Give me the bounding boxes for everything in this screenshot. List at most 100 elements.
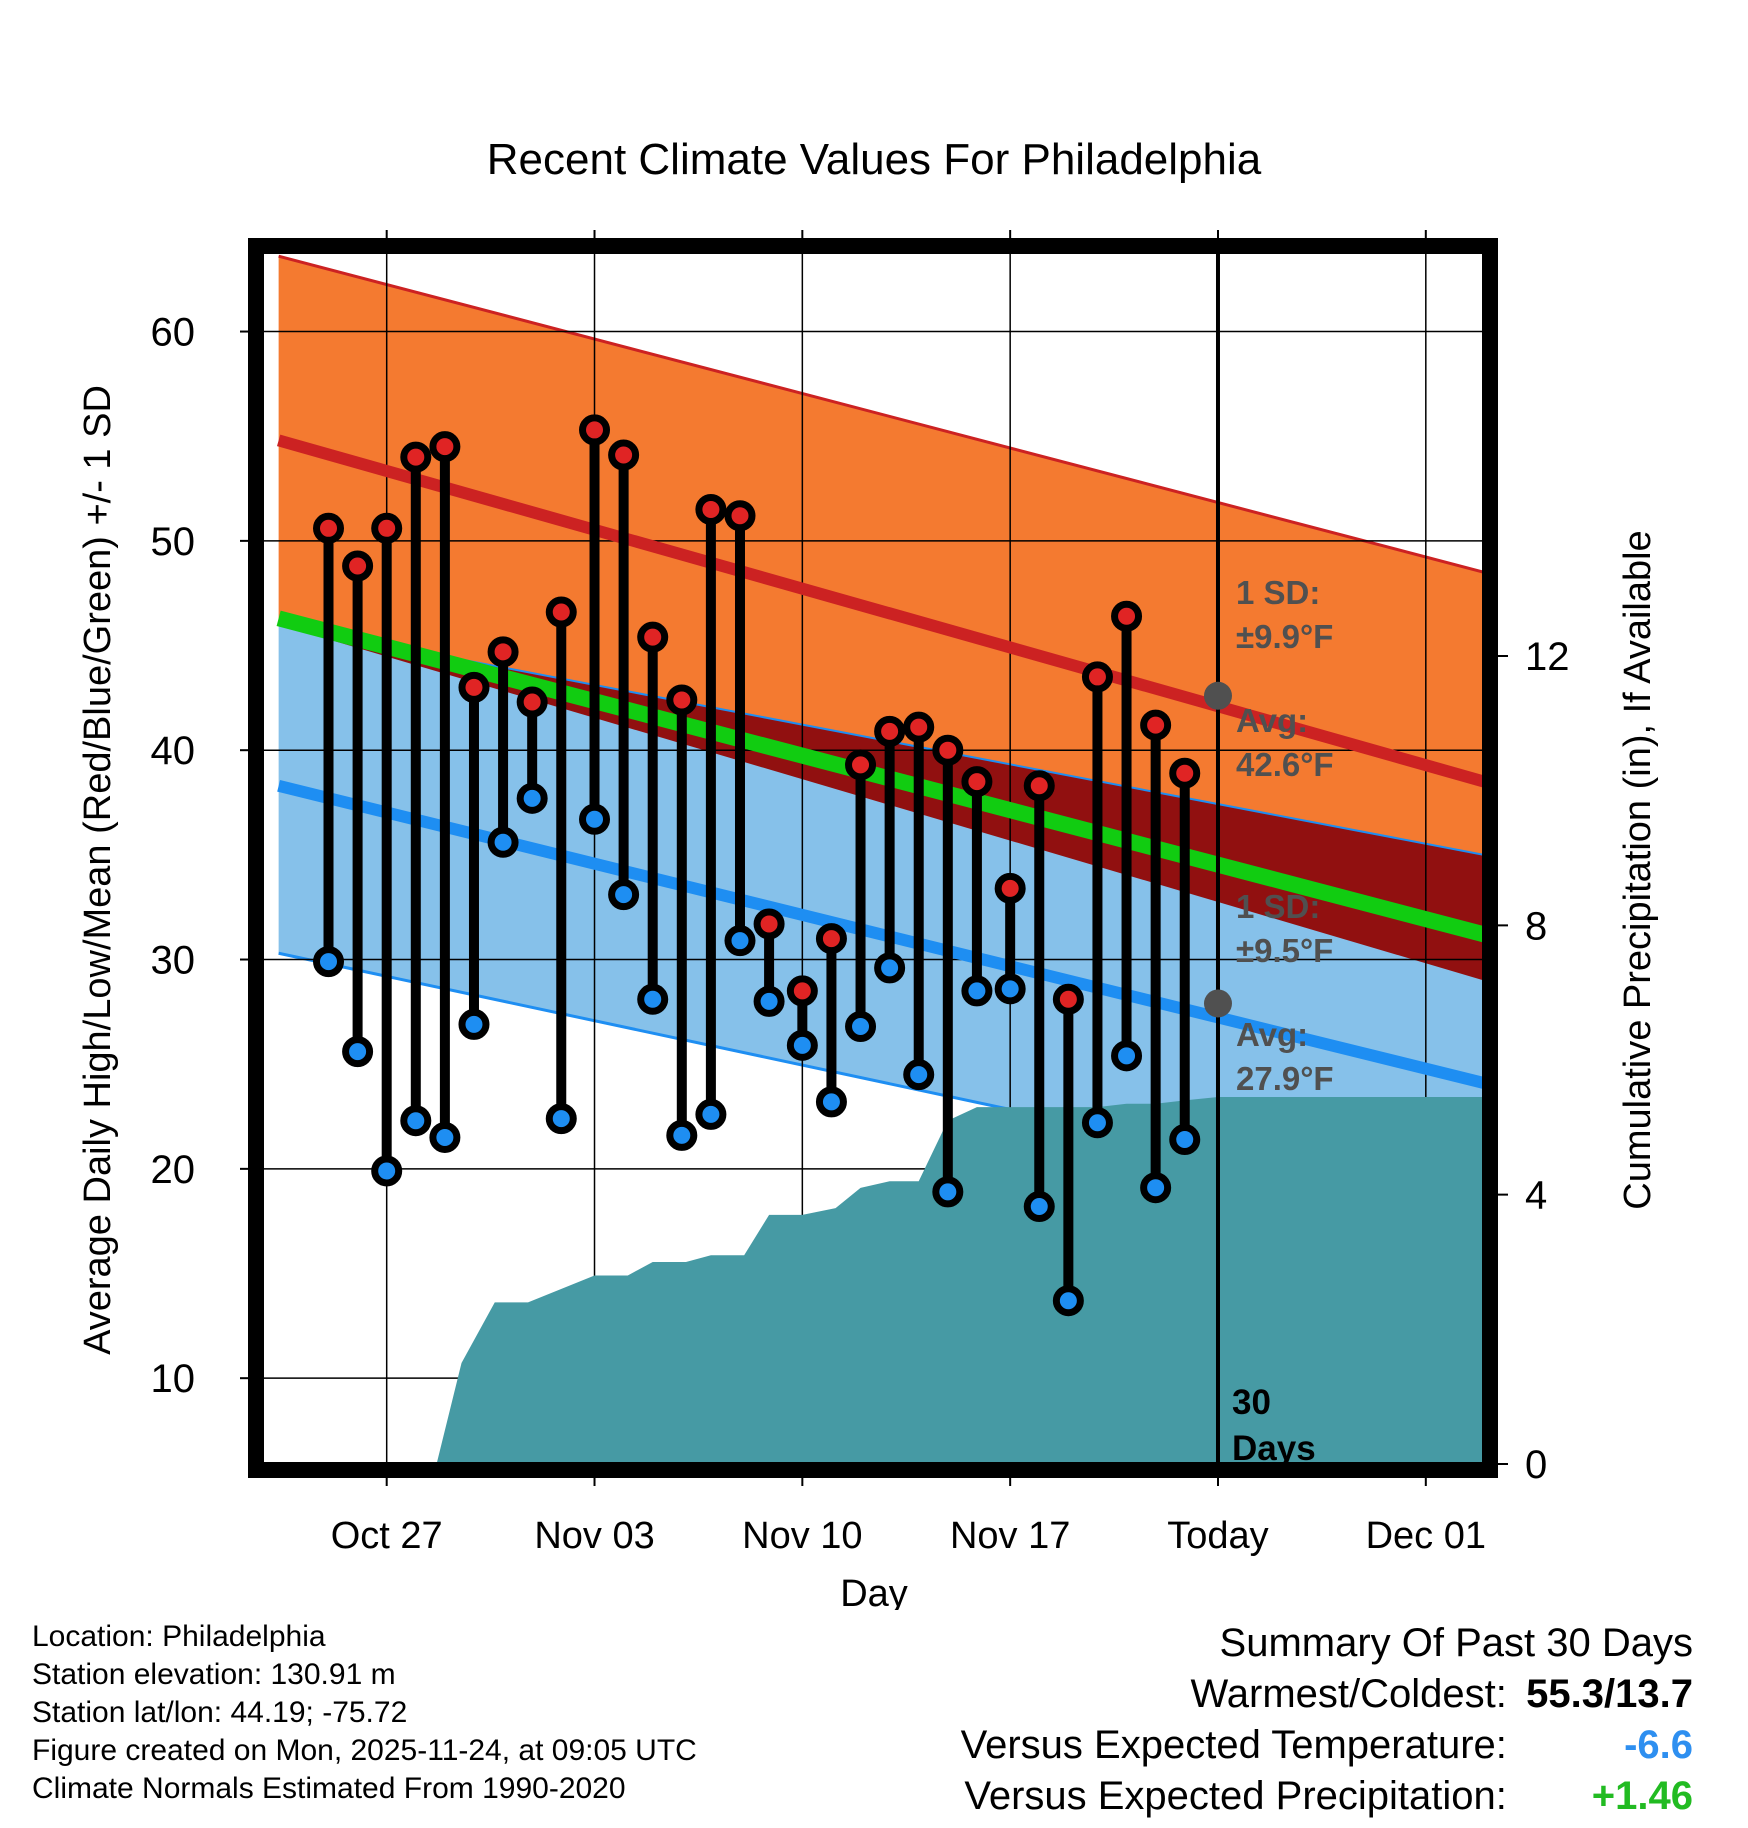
axes: 10 20 30 40 50 60 0 4 8 12 Oct 27 Nov 03 Nov 10 Nov 1… — [151, 230, 1570, 1557]
daily-high-point — [579, 414, 611, 446]
low-avg-title: Avg: — [1236, 1016, 1308, 1053]
daily-low-point — [608, 879, 640, 911]
daily-low-point — [724, 925, 756, 957]
daily-low-point — [1169, 1124, 1201, 1156]
low-sd-value: ±9.5°F — [1236, 932, 1333, 969]
latlon-text: Station lat/lon: 44.19; -75.72 — [32, 1696, 408, 1729]
daily-high-point — [400, 441, 432, 473]
high-normal-line — [276, 434, 1484, 788]
y2-tick-label: 4 — [1525, 1174, 1547, 1218]
annotations: 1 SD: ±9.9°F Avg: 42.6°F 1 SD: ±9.5°F Avg: 27.9… — [1203, 574, 1334, 1468]
daily-low-point — [666, 1119, 698, 1151]
summary-panel: Summary Of Past 30 Days Warmest/Coldest:… — [961, 1618, 1693, 1822]
daily-high-point — [1140, 709, 1172, 741]
daily-low-point — [458, 1008, 490, 1040]
daily-low-point — [637, 983, 669, 1015]
y-tick-label: 20 — [151, 1148, 196, 1192]
y-tick-label: 60 — [151, 311, 196, 355]
x-tick-label: Nov 17 — [950, 1515, 1070, 1557]
daily-high-point — [695, 493, 727, 525]
elevation-text: Station elevation: 130.91 m — [32, 1658, 396, 1691]
daily-high-point — [458, 671, 490, 703]
daily-low-point — [1052, 1285, 1084, 1317]
summary-title: Summary Of Past 30 Days — [1219, 1621, 1693, 1665]
daily-high-point — [961, 766, 993, 798]
daily-high-point — [371, 512, 403, 544]
daily-markers — [313, 414, 1201, 1317]
mean-normal-line — [276, 610, 1484, 943]
daily-high-point — [753, 908, 785, 940]
daily-high-point — [342, 550, 374, 582]
daily-low-point — [1111, 1040, 1143, 1072]
warmest-value: 55.3/13.7 — [1526, 1672, 1693, 1716]
climate-chart: Recent Climate Values For Philadelphia 1… — [77, 135, 1659, 1610]
daily-high-point — [516, 686, 548, 718]
high-avg-title: Avg: — [1236, 702, 1308, 739]
daily-high-point — [786, 975, 818, 1007]
temp-value: -6.6 — [1624, 1723, 1693, 1767]
x-tick-label: Oct 27 — [331, 1515, 443, 1557]
daily-high-point — [815, 923, 847, 955]
daily-high-point — [429, 431, 461, 463]
y2-tick-label: 8 — [1525, 904, 1547, 948]
daily-low-point — [994, 973, 1026, 1005]
chart-title: Recent Climate Values For Philadelphia — [487, 135, 1262, 184]
daily-low-point — [1023, 1191, 1055, 1223]
daily-high-point — [313, 512, 345, 544]
daily-high-point — [608, 439, 640, 471]
location-text: Location: Philadelphia — [32, 1620, 326, 1653]
daily-high-point — [637, 621, 669, 653]
daily-low-point — [903, 1059, 935, 1091]
daily-high-point — [932, 734, 964, 766]
daily-low-point — [874, 952, 906, 984]
daily-high-point — [994, 872, 1026, 904]
precip-value: +1.46 — [1591, 1774, 1693, 1818]
y2-tick-label: 12 — [1525, 635, 1570, 679]
daily-high-point — [666, 684, 698, 716]
days-count-label: 30 — [1232, 1383, 1271, 1422]
high-sd-value: ±9.9°F — [1236, 618, 1333, 655]
daily-high-point — [1023, 770, 1055, 802]
daily-high-point — [1169, 757, 1201, 789]
y-tick-label: 10 — [151, 1357, 196, 1401]
y2-axis-label: Cumulative Precipitation (in), If Availa… — [1617, 530, 1659, 1209]
low-sd-title: 1 SD: — [1236, 888, 1320, 925]
y-tick-label: 30 — [151, 939, 196, 983]
low-normal-line — [277, 779, 1484, 1089]
x-axis-label: Day — [840, 1573, 908, 1610]
precip-label: Versus Expected Precipitation: — [964, 1774, 1507, 1818]
today-low-avg-dot — [1203, 989, 1232, 1018]
daily-low-point — [342, 1036, 374, 1068]
daily-high-point — [545, 596, 577, 628]
daily-low-point — [753, 985, 785, 1017]
daily-low-point — [1140, 1172, 1172, 1204]
temp-label: Versus Expected Temperature: — [960, 1723, 1507, 1767]
daily-low-point — [815, 1086, 847, 1118]
summary-precip-row: Versus Expected Precipitation: +1.46 — [961, 1771, 1693, 1822]
created-text: Figure created on Mon, 2025-11-24, at 09… — [32, 1734, 697, 1767]
plot-frame — [248, 238, 1498, 1478]
daily-low-point — [487, 826, 519, 858]
daily-low-point — [932, 1176, 964, 1208]
daily-low-point — [961, 975, 993, 1007]
daily-low-point — [1081, 1107, 1113, 1139]
y-tick-label: 40 — [151, 729, 196, 773]
high-avg-value: 42.6°F — [1236, 746, 1334, 783]
daily-high-point — [903, 711, 935, 743]
daily-high-point — [874, 715, 906, 747]
daily-low-point — [429, 1121, 461, 1153]
daily-low-point — [313, 946, 345, 978]
normals-text: Climate Normals Estimated From 1990-2020 — [32, 1772, 626, 1805]
daily-low-point — [400, 1105, 432, 1137]
summary-warmest-row: Warmest/Coldest: 55.3/13.7 — [961, 1669, 1694, 1720]
high-sd-title: 1 SD: — [1236, 574, 1320, 611]
daily-low-point — [371, 1155, 403, 1187]
daily-high-point — [845, 749, 877, 781]
days-text-label: Days — [1232, 1429, 1316, 1468]
warmest-label: Warmest/Coldest: — [1190, 1672, 1507, 1716]
y2-tick-label: 0 — [1525, 1443, 1547, 1487]
x-tick-label: Nov 03 — [534, 1515, 654, 1557]
daily-low-point — [579, 803, 611, 835]
daily-high-point — [487, 636, 519, 668]
y-axis-label: Average Daily High/Low/Mean (Red/Blue/Gr… — [77, 385, 119, 1355]
